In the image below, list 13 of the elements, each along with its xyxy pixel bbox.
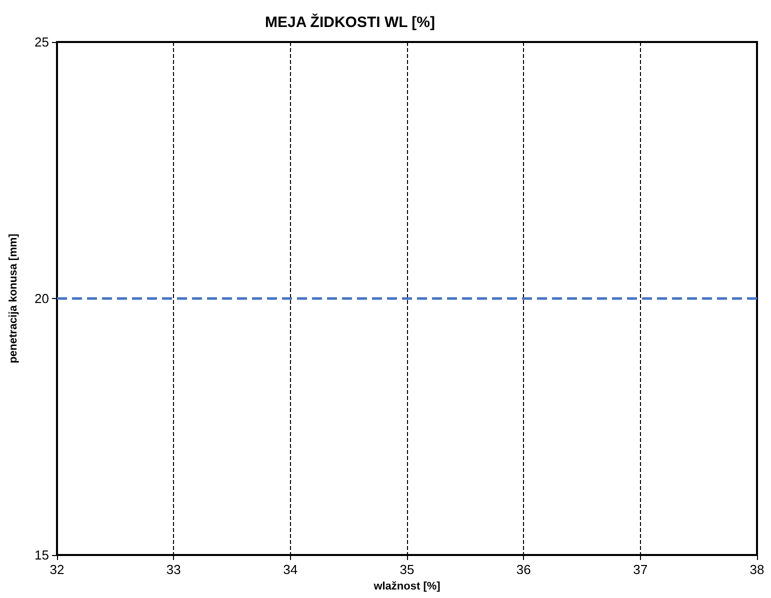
x-tick-label: 32	[50, 562, 64, 577]
y-tick-label: 25	[34, 34, 49, 50]
x-tick-label: 35	[400, 562, 414, 577]
x-axis-title: wlažnost [%]	[372, 580, 441, 592]
x-tick-label: 36	[516, 562, 531, 577]
y-axis-title: penetracija konusa [mm]	[8, 233, 20, 364]
x-tick-label: 33	[166, 562, 181, 577]
x-tick-label: 34	[283, 562, 298, 577]
chart-title: MEJA ŽIDKOSTI WL [%]	[265, 13, 435, 31]
x-tick-label: 38	[750, 562, 764, 577]
x-tick-label: 37	[633, 562, 648, 577]
y-tick-label: 20	[34, 291, 49, 306]
y-tick-label: 15	[34, 548, 49, 562]
